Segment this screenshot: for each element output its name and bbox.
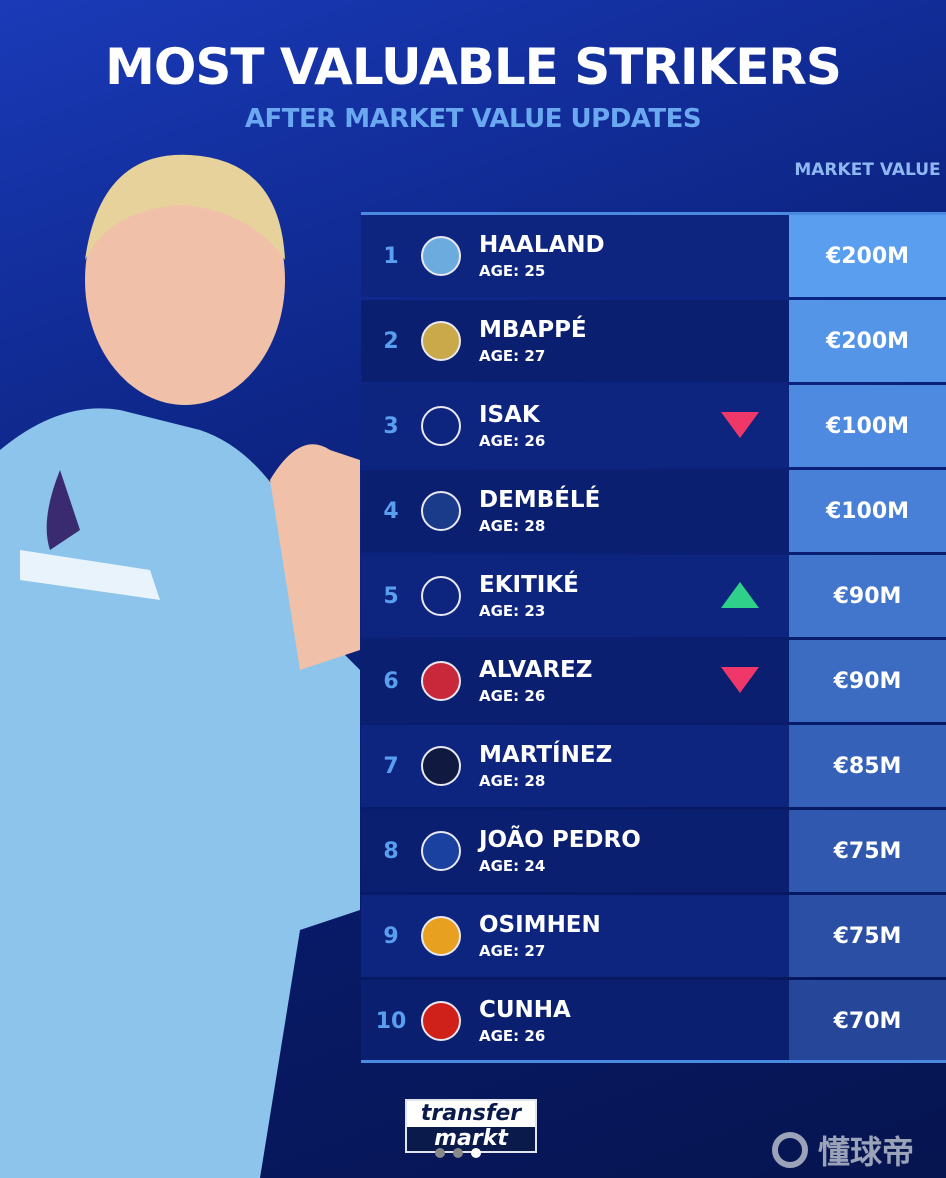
- market-value: €75M: [789, 895, 946, 977]
- carousel-dot-active[interactable]: [471, 1148, 481, 1158]
- rank: 5: [383, 583, 399, 609]
- page-subtitle: AFTER MARKET VALUE UPDATES: [244, 104, 702, 134]
- rank: 10: [375, 1008, 407, 1034]
- market-value: €75M: [789, 810, 946, 892]
- logo-line1: transfer: [420, 1101, 522, 1126]
- market-value: €90M: [789, 640, 946, 722]
- market-value: €200M: [789, 215, 946, 297]
- table-row: 4 DEMBÉLÉ AGE: 28 €100M: [361, 470, 946, 552]
- player-info: ALVAREZ AGE: 26: [479, 657, 789, 705]
- atletico-madrid-crest-icon: [421, 661, 461, 701]
- player-age: AGE: 26: [479, 687, 546, 705]
- rank: 8: [383, 838, 399, 864]
- rank: 9: [383, 923, 399, 949]
- market-value: €70M: [789, 980, 946, 1062]
- rankings-table: 1 HAALAND AGE: 25 €200M 2 MBAPPÉ AGE: 27 …: [361, 212, 946, 1065]
- market-value: €200M: [789, 300, 946, 382]
- player-name: MARTÍNEZ: [479, 742, 613, 768]
- player-name: MBAPPÉ: [479, 317, 587, 343]
- player-name: ISAK: [479, 402, 540, 428]
- player-age: AGE: 28: [479, 772, 546, 790]
- player-info: JOÃO PEDRO AGE: 24: [479, 827, 789, 875]
- market-value: €90M: [789, 555, 946, 637]
- liverpool-crest-icon: [421, 406, 461, 446]
- player-age: AGE: 27: [479, 347, 546, 365]
- table-row: 6 ALVAREZ AGE: 26 €90M: [361, 640, 946, 722]
- player-age: AGE: 28: [479, 517, 546, 535]
- liverpool-crest-icon: [421, 576, 461, 616]
- trend-down-icon: [721, 667, 759, 693]
- rank: 7: [383, 753, 399, 779]
- table-row: 7 MARTÍNEZ AGE: 28 €85M: [361, 725, 946, 807]
- player-name: OSIMHEN: [479, 912, 601, 938]
- player-name: ALVAREZ: [479, 657, 593, 683]
- market-value: €100M: [789, 470, 946, 552]
- manchester-city-crest-icon: [421, 236, 461, 276]
- player-info: MBAPPÉ AGE: 27: [479, 317, 789, 365]
- player-name: CUNHA: [479, 997, 571, 1023]
- logo-line2: markt: [407, 1127, 535, 1151]
- table-row: 1 HAALAND AGE: 25 €200M: [361, 215, 946, 297]
- carousel-dot[interactable]: [435, 1148, 445, 1158]
- inter-crest-icon: [421, 746, 461, 786]
- player-name: JOÃO PEDRO: [479, 827, 641, 853]
- player-age: AGE: 25: [479, 262, 546, 280]
- rank: 1: [383, 243, 399, 269]
- galatasaray-crest-icon: [421, 916, 461, 956]
- player-info: MARTÍNEZ AGE: 28: [479, 742, 789, 790]
- rank: 4: [383, 498, 399, 524]
- table-bottom-border: [361, 1060, 946, 1063]
- watermark-text: 懂球帝: [818, 1133, 915, 1171]
- trend-up-icon: [721, 582, 759, 608]
- player-age: AGE: 23: [479, 602, 546, 620]
- rank: 6: [383, 668, 399, 694]
- player-name: DEMBÉLÉ: [479, 487, 601, 513]
- table-row: 2 MBAPPÉ AGE: 27 €200M: [361, 300, 946, 382]
- player-photo: [0, 154, 360, 1178]
- player-info: OSIMHEN AGE: 27: [479, 912, 789, 960]
- player-age: AGE: 26: [479, 432, 546, 450]
- chelsea-crest-icon: [421, 831, 461, 871]
- rank: 3: [383, 413, 399, 439]
- player-age: AGE: 24: [479, 857, 546, 875]
- carousel-dot[interactable]: [453, 1148, 463, 1158]
- player-name: EKITIKÉ: [479, 572, 579, 598]
- player-info: CUNHA AGE: 26: [479, 997, 789, 1045]
- table-row: 5 EKITIKÉ AGE: 23 €90M: [361, 555, 946, 637]
- manchester-united-crest-icon: [421, 1001, 461, 1041]
- player-age: AGE: 27: [479, 942, 546, 960]
- table-row: 3 ISAK AGE: 26 €100M: [361, 385, 946, 467]
- player-age: AGE: 26: [479, 1027, 546, 1045]
- table-row: 10 CUNHA AGE: 26 €70M: [361, 980, 946, 1062]
- watermark: 懂球帝: [772, 1127, 914, 1173]
- market-value: €100M: [789, 385, 946, 467]
- table-row: 8 JOÃO PEDRO AGE: 24 €75M: [361, 810, 946, 892]
- player-info: EKITIKÉ AGE: 23: [479, 572, 789, 620]
- player-info: HAALAND AGE: 25: [479, 232, 789, 280]
- market-value: €85M: [789, 725, 946, 807]
- player-info: ISAK AGE: 26: [479, 402, 789, 450]
- page-title: MOST VALUABLE STRIKERS: [105, 38, 842, 96]
- carousel-dots[interactable]: [435, 1148, 481, 1158]
- table-row: 9 OSIMHEN AGE: 27 €75M: [361, 895, 946, 977]
- psg-crest-icon: [421, 491, 461, 531]
- trend-down-icon: [721, 412, 759, 438]
- transfermarkt-logo: transfer markt: [405, 1099, 537, 1153]
- player-info: DEMBÉLÉ AGE: 28: [479, 487, 789, 535]
- real-madrid-crest-icon: [421, 321, 461, 361]
- market-value-header: MARKET VALUE: [794, 160, 941, 180]
- rank: 2: [383, 328, 399, 354]
- player-name: HAALAND: [479, 232, 605, 258]
- soccer-ball-icon: [772, 1132, 808, 1168]
